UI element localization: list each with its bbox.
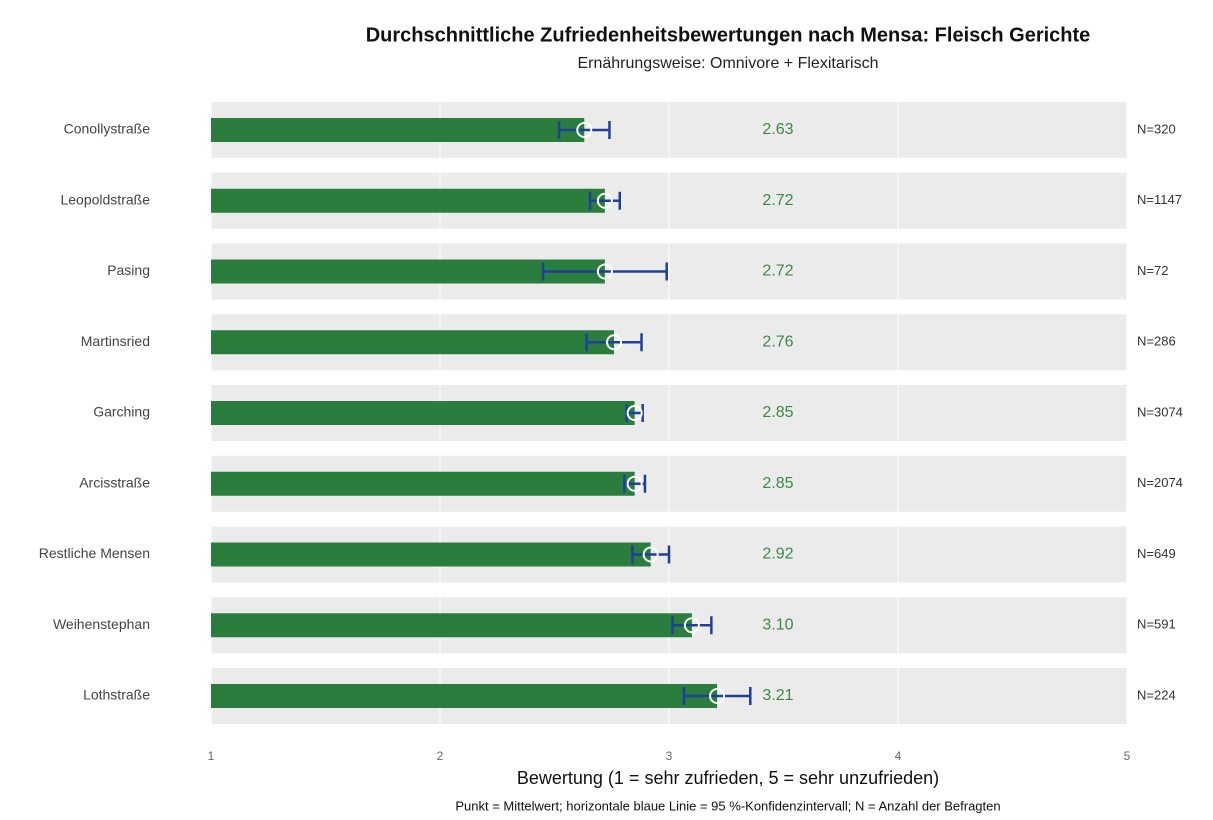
bar bbox=[211, 188, 605, 213]
n-label: N=2074 bbox=[1137, 475, 1183, 490]
value-label: 2.63 bbox=[762, 121, 793, 138]
y-tick-label: Leopoldstraße bbox=[60, 191, 150, 207]
n-label: N=320 bbox=[1137, 121, 1176, 136]
n-label: N=591 bbox=[1137, 617, 1176, 632]
value-label: 2.85 bbox=[762, 475, 793, 492]
chart-subtitle: Ernährungsweise: Omnivore + Flexitarisch bbox=[577, 55, 878, 72]
bar bbox=[211, 118, 585, 142]
x-axis-label: Bewertung (1 = sehr zufrieden, 5 = sehr … bbox=[517, 768, 939, 788]
bar bbox=[211, 684, 718, 708]
y-tick-label: Restliche Mensen bbox=[39, 545, 150, 561]
mean-point bbox=[596, 192, 613, 209]
value-label: 2.92 bbox=[762, 546, 793, 563]
mean-point bbox=[626, 475, 643, 492]
n-label: N=649 bbox=[1137, 546, 1176, 561]
n-label: N=286 bbox=[1137, 334, 1176, 349]
mean-point bbox=[596, 263, 613, 280]
y-tick-label: Conollystraße bbox=[64, 121, 151, 137]
caption: Punkt = Mittelwert; horizontale blaue Li… bbox=[455, 798, 1000, 813]
y-tick-label: Arcisstraße bbox=[79, 474, 150, 490]
mean-point bbox=[709, 688, 726, 704]
bar bbox=[211, 330, 615, 355]
mean-point bbox=[626, 405, 643, 421]
n-label: N=72 bbox=[1137, 263, 1168, 278]
value-label: 2.76 bbox=[762, 333, 793, 350]
mean-point bbox=[683, 617, 700, 634]
value-label: 3.21 bbox=[762, 687, 793, 704]
bar bbox=[211, 542, 651, 567]
mean-point bbox=[642, 546, 659, 563]
x-tick-label: 4 bbox=[895, 749, 902, 763]
value-label: 2.72 bbox=[762, 263, 793, 280]
x-tick-label: 3 bbox=[666, 749, 673, 763]
value-label: 2.72 bbox=[762, 192, 793, 209]
x-tick-label: 2 bbox=[437, 749, 444, 763]
n-label: N=3074 bbox=[1137, 404, 1183, 419]
x-tick-label: 1 bbox=[208, 749, 215, 763]
y-tick-label: Pasing bbox=[107, 262, 150, 278]
y-tick-label: Lothstraße bbox=[83, 687, 150, 703]
mean-point bbox=[576, 122, 593, 138]
x-tick-label: 5 bbox=[1124, 749, 1131, 763]
bar bbox=[211, 259, 605, 284]
value-label: 3.10 bbox=[762, 616, 793, 633]
n-label: N=1147 bbox=[1137, 192, 1182, 207]
y-tick-label: Garching bbox=[93, 404, 150, 420]
chart-title: Durchschnittliche Zufriedenheitsbewertun… bbox=[366, 24, 1091, 46]
bar bbox=[211, 471, 635, 496]
y-tick-label: Weihenstephan bbox=[53, 616, 150, 632]
y-tick-label: Martinsried bbox=[81, 333, 150, 349]
value-label: 2.85 bbox=[762, 404, 793, 421]
bar bbox=[211, 613, 692, 638]
n-label: N=224 bbox=[1137, 687, 1176, 702]
mean-point bbox=[606, 334, 623, 351]
bar bbox=[211, 401, 635, 425]
